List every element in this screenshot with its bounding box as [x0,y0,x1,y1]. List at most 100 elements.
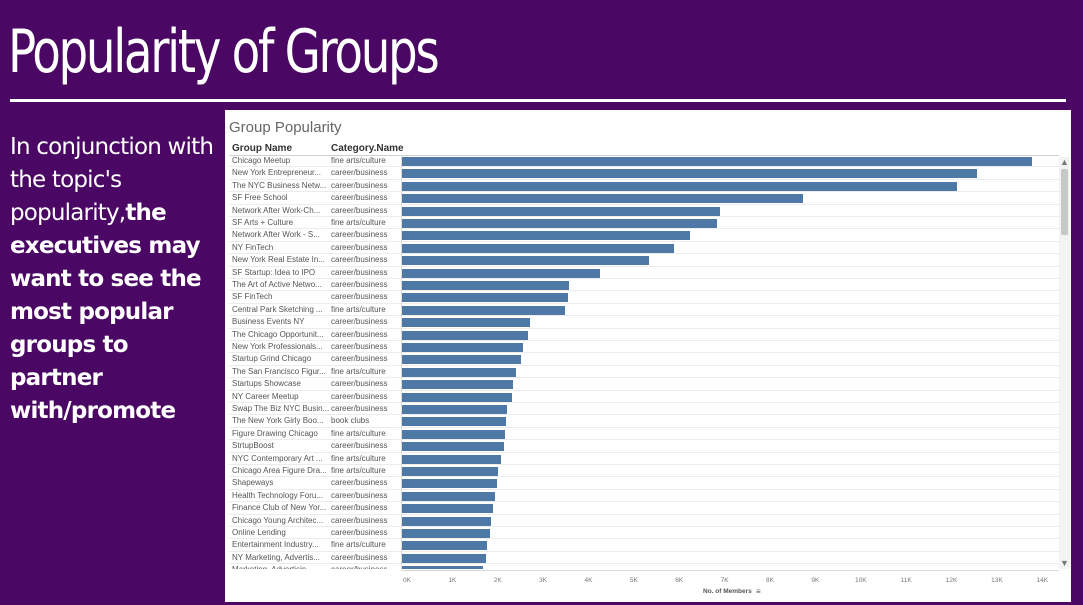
bar[interactable] [401,442,504,452]
bar[interactable] [401,169,978,179]
bar[interactable] [401,516,492,526]
category-name-cell: career/business [331,379,388,389]
table-row[interactable]: Business Events NY career/business [225,316,1059,329]
category-name-cell: fine arts/culture [331,428,386,438]
bar[interactable] [401,219,717,228]
bar[interactable] [401,268,601,278]
table-row[interactable]: StrtupBoost career/business [225,440,1059,453]
table-row[interactable]: Marketing, Advertisin...career/business [225,564,1059,569]
table-row[interactable]: Chicago Meetup fine arts/culture [225,155,1059,168]
table-row[interactable]: Network After Work - S... career/business [225,229,1059,242]
bar[interactable] [401,417,506,427]
group-name-cell: The Art of Active Netwo... [232,280,322,289]
group-name-cell: New York Real Estate In... [232,255,325,265]
scrollbar-thumb[interactable] [1061,169,1068,235]
x-axis: 0K 1K 2K 3K 4K 5K 6K 7K 8K 9K 10K 11K 12K 13K 14K [401,570,1059,587]
scroll-down-arrow-icon[interactable]: ▼ [1060,558,1069,568]
group-name-cell: NY FinTech [232,242,274,252]
bar[interactable] [401,181,957,191]
bar[interactable] [401,305,566,315]
category-name-cell: career/business [331,490,388,500]
table-row[interactable]: SF Arts + Culture fine arts/culture [225,217,1059,230]
bar[interactable] [401,206,720,216]
bar[interactable] [401,355,521,365]
table-row[interactable]: New York Professionals... career/business [225,341,1059,354]
table-row[interactable]: NY Marketing, Advertis... career/business [225,552,1059,565]
bar[interactable] [401,541,487,551]
bar[interactable] [401,243,675,253]
table-row[interactable]: NY Career Meetup career/business [225,391,1059,403]
table-row[interactable]: The Art of Active Netwo... career/busines… [225,279,1059,292]
group-name-cell: StrtupBoost [232,441,274,451]
bar[interactable] [401,392,513,402]
bar[interactable] [401,491,495,501]
bar[interactable] [401,467,499,476]
bar[interactable] [401,454,501,464]
group-name-cell: NY Marketing, Advertis... [232,552,320,562]
bar[interactable] [401,553,486,563]
sort-descending-icon[interactable]: ≡ [756,587,761,596]
table-row[interactable]: Figure Drawing Chicago fine arts/culture [225,428,1059,441]
slide-title: Popularity of Groups [8,17,440,87]
bar[interactable] [401,529,490,538]
group-name-cell: Chicago Area Figure Dra... [232,466,327,475]
category-name-cell: career/business [331,242,388,252]
bar[interactable] [401,293,568,303]
table-row[interactable]: New York Real Estate In... career/busines… [225,254,1059,267]
table-row[interactable]: Startup Grind Chicago career/business [225,353,1059,366]
table-row[interactable]: Online Lending career/business [225,527,1059,540]
bar[interactable] [401,429,505,439]
table-row[interactable]: The Chicago Opportunit... career/business [225,329,1059,341]
category-name-cell: career/business [331,180,388,190]
table-row[interactable]: New York Entrepreneur... career/business [225,167,1059,180]
bar[interactable] [401,281,569,290]
table-row[interactable]: Health Technology Foru... career/business [225,490,1059,503]
table-row[interactable]: Swap The Biz NYC Busin... career/business [225,403,1059,416]
table-row[interactable]: Central Park Sketching ... fine arts/cult… [225,304,1059,317]
row-divider [229,563,1059,565]
table-row[interactable]: Finance Club of New Yor... career/busines… [225,502,1059,515]
group-name-cell: The NYC Business Netw... [232,180,327,190]
row-divider [229,377,1059,379]
table-row[interactable]: Chicago Area Figure Dra... fine arts/cult… [225,465,1059,478]
group-name-cell: Online Lending [232,528,286,537]
table-row[interactable]: Chicago Young Architec... career/business [225,515,1059,527]
table-row[interactable]: The San Francisco Figur... fine arts/cult… [225,366,1059,379]
bar[interactable] [401,380,514,390]
table-row[interactable]: NY FinTech career/business [225,242,1059,255]
bar[interactable] [401,479,498,489]
scroll-up-arrow-icon[interactable]: ▲ [1060,157,1069,167]
table-row[interactable]: Network After Work-Ch... career/business [225,205,1059,217]
bar[interactable] [401,504,494,514]
bar[interactable] [401,566,483,569]
table-row[interactable]: Startups Showcase career/business [225,378,1059,391]
category-name-cell: fine arts/culture [331,453,386,463]
row-divider [229,228,1059,230]
bar[interactable] [401,231,691,241]
bar[interactable] [401,405,507,414]
column-header-group-name[interactable]: Group Name [232,143,293,154]
table-row[interactable]: The NYC Business Netw... career/business [225,180,1059,193]
table-row[interactable]: SF FinTech career/business [225,291,1059,304]
bar[interactable] [401,157,1032,166]
column-header-category-name[interactable]: Category.Name [331,143,404,154]
group-name-cell: Network After Work-Ch... [232,205,321,215]
table-row[interactable]: NYC Contemporary Art ... fine arts/cultur… [225,453,1059,465]
x-tick-label: 14K [1036,577,1049,584]
bar[interactable] [401,367,516,377]
vertical-scrollbar[interactable]: ▲ ▼ [1059,157,1070,569]
table-row[interactable]: The New York Girly Boo... book clubs [225,415,1059,428]
bar[interactable] [401,194,803,204]
table-row[interactable]: SF Startup: Idea to IPO career/business [225,267,1059,279]
bar[interactable] [401,256,650,266]
category-name-cell: career/business [331,478,388,488]
table-row[interactable]: Shapeways career/business [225,477,1059,490]
category-name-cell: career/business [331,280,388,289]
table-row[interactable]: SF Free School career/business [225,192,1059,205]
bar[interactable] [401,330,529,340]
bar[interactable] [401,343,523,352]
row-divider [229,538,1059,540]
bar[interactable] [401,318,530,328]
x-tick-label: 1K [448,577,457,584]
table-row[interactable]: Entertainment Industry... fine arts/cultu… [225,539,1059,552]
